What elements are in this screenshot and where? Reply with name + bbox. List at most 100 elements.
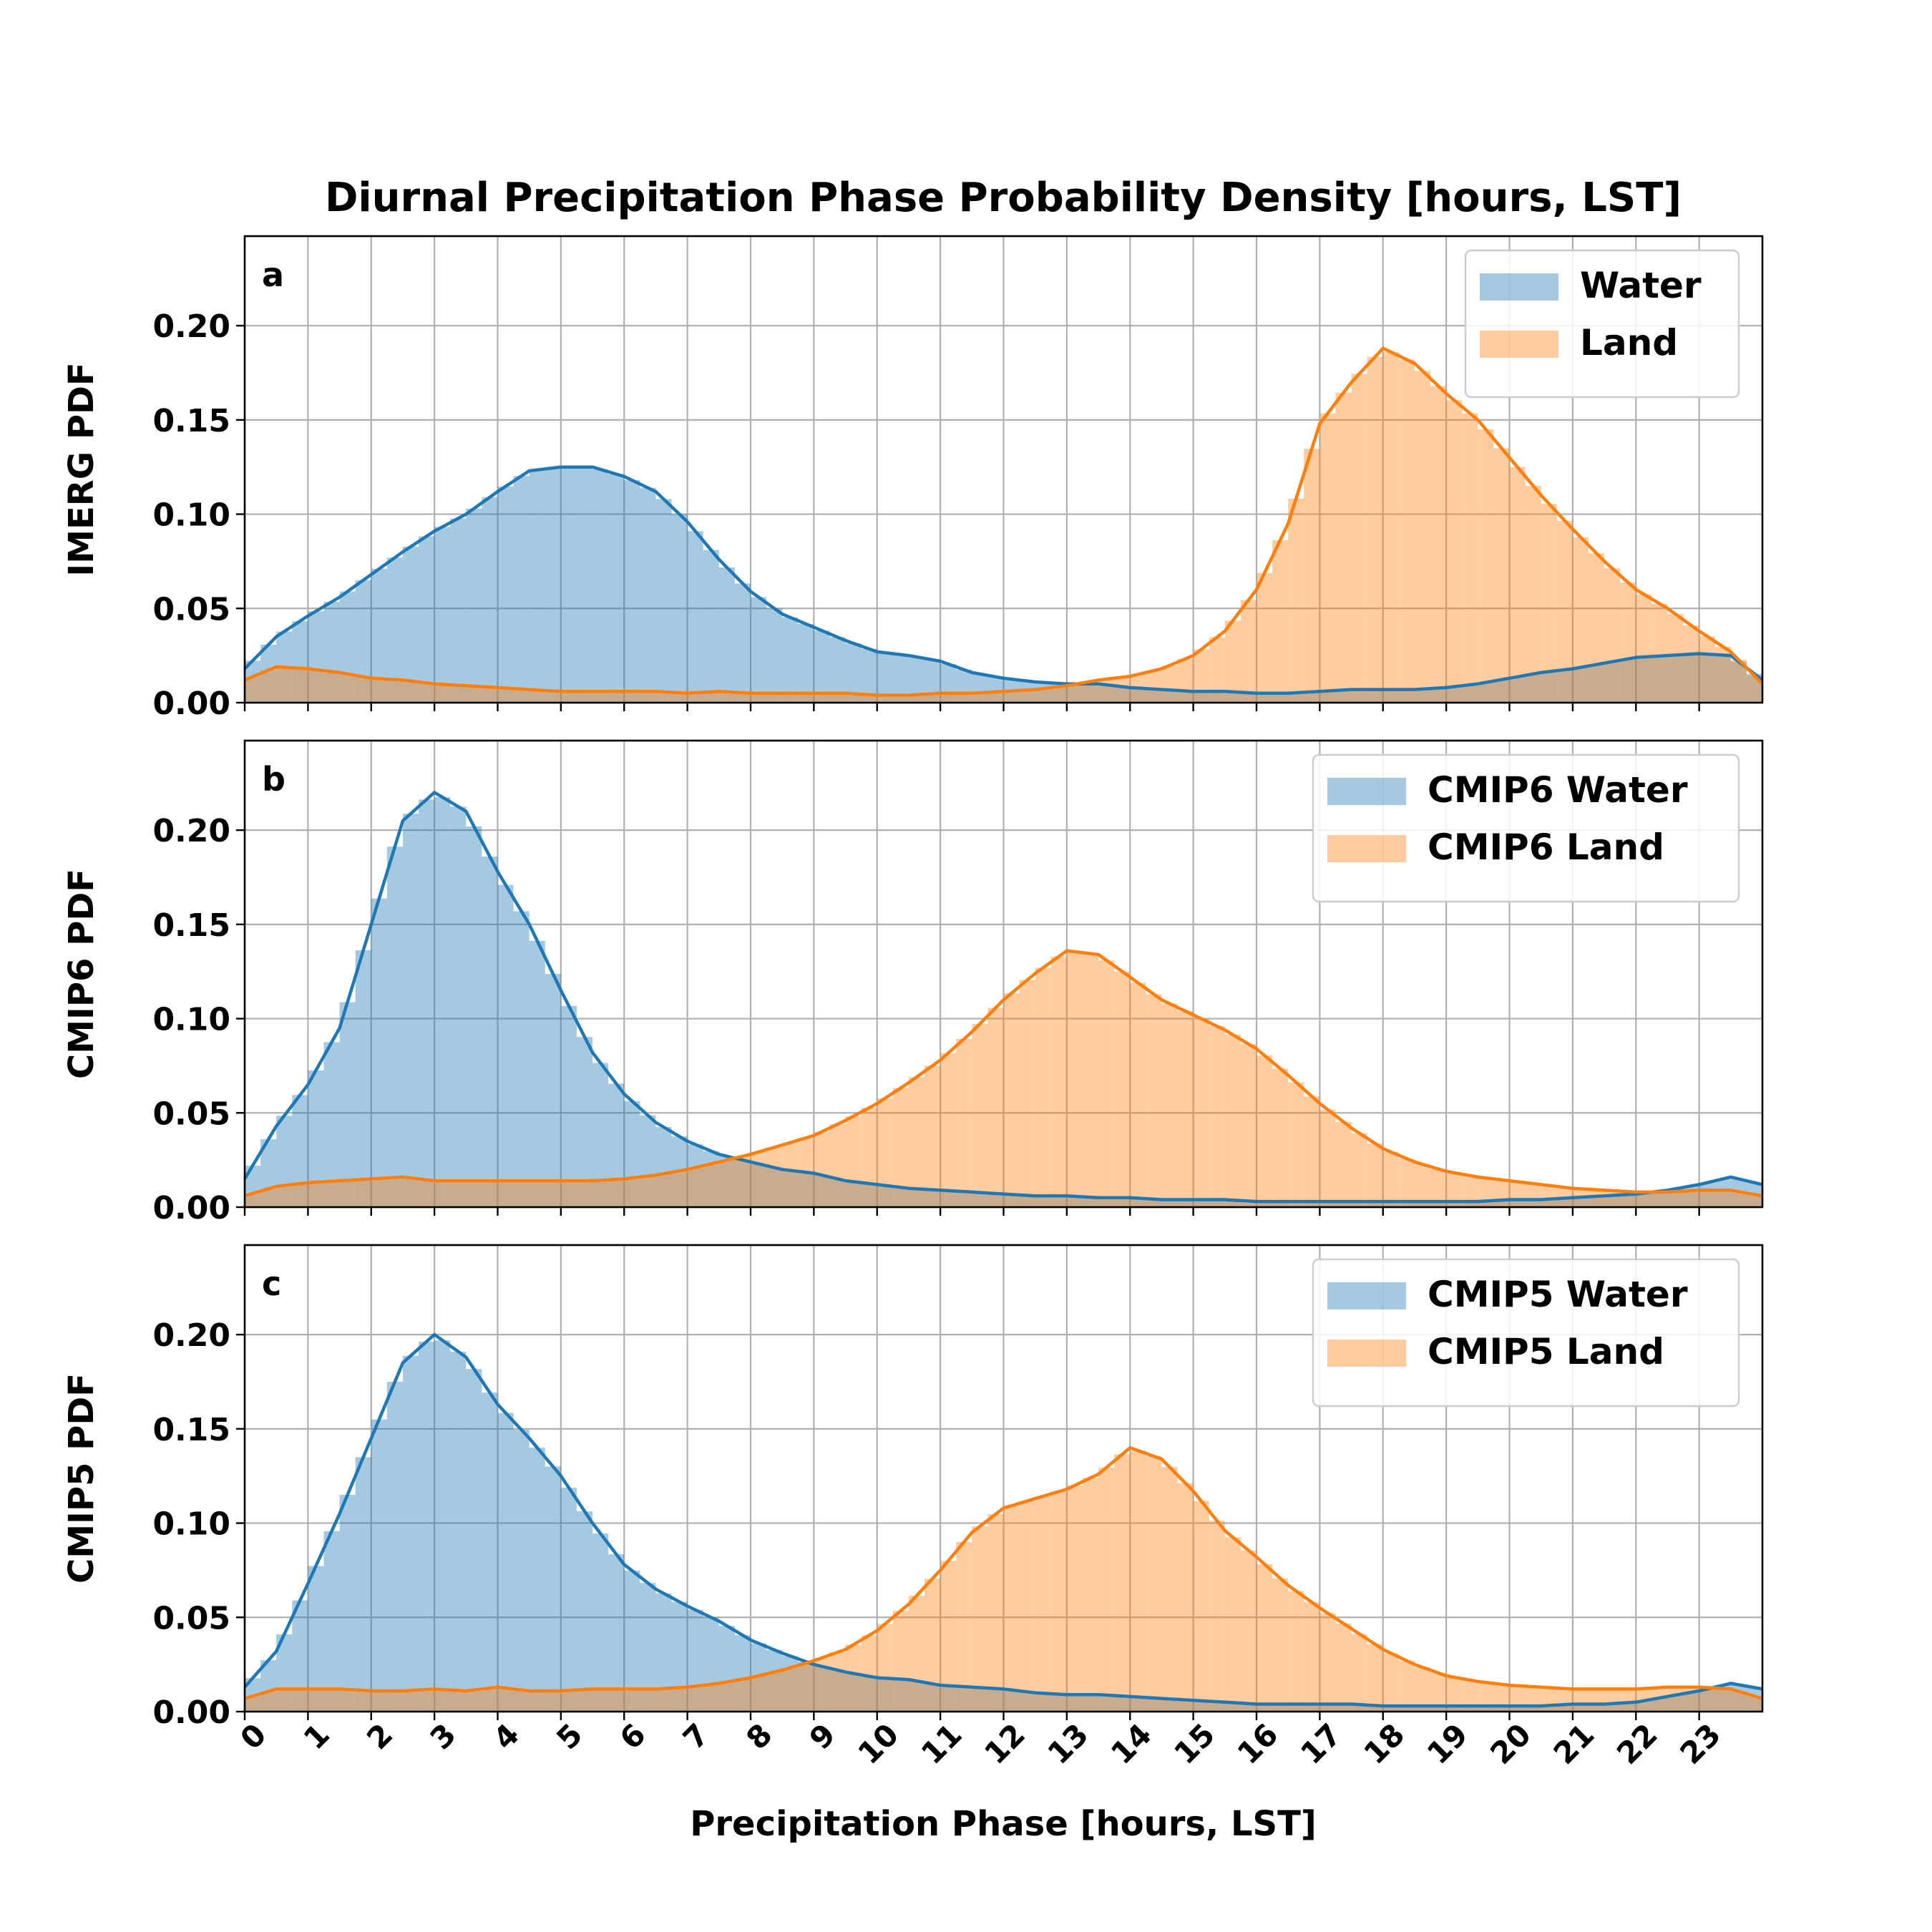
histogram-bar	[434, 797, 451, 1207]
histogram-bar	[292, 621, 308, 703]
histogram-bar	[1050, 1491, 1067, 1712]
histogram-bar	[497, 486, 514, 703]
histogram-bar	[1509, 467, 1526, 703]
histogram-bar	[987, 1193, 1004, 1207]
histogram-bar	[814, 693, 830, 703]
histogram-bar	[1478, 1682, 1494, 1712]
histogram-bar	[1525, 673, 1541, 703]
histogram-bar	[482, 687, 498, 703]
histogram-bar	[1050, 1694, 1067, 1712]
histogram-bar	[560, 1005, 577, 1207]
histogram-bar	[1683, 625, 1699, 703]
histogram-bar	[624, 691, 640, 703]
histogram-bar	[861, 1635, 877, 1712]
histogram-bar	[1414, 1706, 1431, 1712]
histogram-bar	[592, 1180, 609, 1207]
series-line	[244, 346, 1764, 697]
histogram-bar	[718, 1682, 735, 1712]
histogram-bar	[1098, 1694, 1115, 1712]
histogram-bar	[450, 1351, 467, 1712]
histogram-bar	[260, 644, 277, 703]
histogram-bar	[371, 1691, 387, 1712]
histogram-bar	[1572, 1197, 1589, 1207]
panel-label: b	[262, 760, 286, 799]
histogram-bar	[1304, 1602, 1320, 1712]
histogram-bar	[1446, 400, 1463, 703]
histogram-bar	[529, 940, 545, 1207]
histogram-bar	[877, 1678, 893, 1712]
histogram-bar	[1035, 1693, 1051, 1712]
histogram-bar	[1636, 1193, 1652, 1207]
histogram-bar	[276, 1185, 293, 1207]
histogram-bar	[1478, 1706, 1494, 1712]
histogram-bar	[1304, 1201, 1320, 1207]
histogram-bar	[1319, 1613, 1336, 1712]
histogram-bar	[1398, 1706, 1415, 1712]
histogram-bar	[497, 1181, 514, 1207]
histogram-bar	[1414, 371, 1431, 703]
histogram-bar	[1620, 1702, 1636, 1712]
histogram-bar	[940, 1190, 957, 1207]
histogram-bar	[434, 1181, 451, 1207]
histogram-bar	[1082, 681, 1099, 703]
histogram-bar	[671, 1687, 688, 1712]
histogram-bar	[924, 693, 941, 703]
histogram-bar	[1683, 1692, 1699, 1712]
histogram-bar	[1257, 1563, 1273, 1712]
histogram-bar	[355, 1179, 371, 1207]
histogram-bar	[892, 1187, 909, 1207]
histogram-bar	[924, 1189, 941, 1207]
histogram-bar	[718, 1160, 735, 1207]
histogram-bar	[1509, 1706, 1526, 1712]
histogram-bar	[371, 1419, 387, 1712]
histogram-bar	[1509, 1181, 1526, 1207]
histogram-bar	[972, 1526, 988, 1712]
histogram-bar	[497, 884, 514, 1207]
histogram-bar	[1667, 614, 1684, 703]
histogram-bar	[1588, 664, 1605, 703]
histogram-bar	[1319, 413, 1336, 703]
histogram-bar	[1003, 1506, 1020, 1712]
histogram-bar	[1130, 1450, 1146, 1712]
histogram-bar	[1193, 691, 1209, 703]
legend-label: Water	[1580, 265, 1702, 306]
histogram-bar	[529, 1181, 545, 1207]
histogram-bar	[924, 1065, 941, 1207]
figure-title: Diurnal Precipitation Phase Probability …	[325, 175, 1682, 221]
histogram-bar	[1430, 688, 1447, 703]
histogram-bar	[1714, 1179, 1731, 1207]
histogram-bar	[1382, 1706, 1399, 1712]
x-axis-label: Precipitation Phase [hours, LST]	[690, 1804, 1317, 1844]
histogram-bar	[323, 1042, 340, 1207]
histogram-bar	[814, 630, 830, 703]
histogram-bar	[1272, 1068, 1289, 1207]
histogram-bar	[766, 1167, 783, 1207]
histogram-bar	[1335, 392, 1352, 703]
histogram-bar	[608, 1554, 625, 1712]
histogram-bar	[877, 653, 893, 703]
histogram-bar	[1588, 1689, 1605, 1712]
histogram-bar	[829, 1124, 846, 1207]
x-tick-label: 11	[914, 1717, 969, 1771]
histogram-bar	[386, 1691, 403, 1712]
legend-label: Land	[1580, 322, 1678, 364]
histogram-bar	[386, 847, 403, 1207]
legend-label: CMIP5 Water	[1428, 1274, 1688, 1315]
histogram-bar	[529, 690, 545, 703]
histogram-bar	[671, 1171, 688, 1207]
histogram-bar	[1177, 1199, 1194, 1207]
histogram-bar	[1699, 636, 1715, 703]
histogram-bar	[845, 693, 862, 703]
histogram-bar	[402, 1178, 419, 1207]
histogram-bar	[1335, 690, 1352, 703]
histogram-bar	[940, 1685, 957, 1712]
histogram-bar	[560, 467, 577, 703]
histogram-bar	[576, 1511, 593, 1712]
histogram-bar	[751, 1675, 767, 1712]
histogram-bar	[1493, 1200, 1510, 1207]
histogram-bar	[640, 487, 656, 703]
histogram-bar	[355, 676, 371, 703]
histogram-bar	[877, 695, 893, 703]
histogram-bar	[1446, 1706, 1463, 1712]
histogram-bar	[402, 547, 419, 703]
